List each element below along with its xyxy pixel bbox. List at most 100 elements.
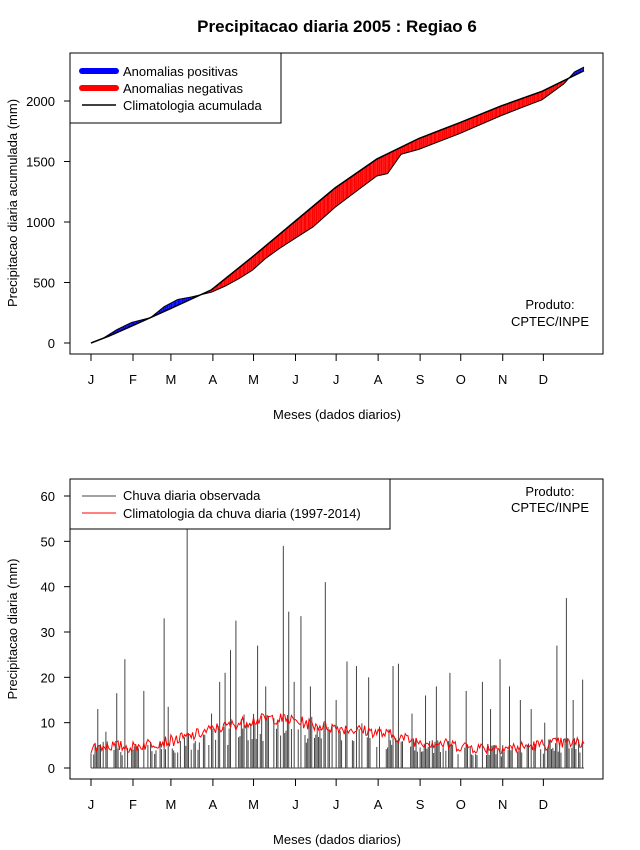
- anomaly-negative-segment: [551, 86, 553, 93]
- bottom-x-tick-label: A: [209, 797, 218, 812]
- bottom-credit-line2: CPTEC/INPE: [511, 500, 589, 515]
- anomaly-negative-segment: [498, 106, 501, 117]
- anomaly-negative-segment: [365, 165, 368, 185]
- anomaly-negative-segment: [514, 100, 517, 111]
- anomaly-negative-segment: [326, 193, 329, 215]
- anomaly-negative-segment: [261, 248, 264, 262]
- anomaly-negative-segment: [393, 150, 395, 166]
- anomaly-positive-segment: [177, 299, 180, 306]
- anomaly-negative-segment: [302, 214, 304, 234]
- bottom-x-tick-label: S: [416, 797, 425, 812]
- anomaly-negative-segment: [342, 181, 345, 202]
- anomaly-negative-segment: [388, 152, 391, 172]
- anomaly-negative-segment: [372, 160, 375, 180]
- anomaly-negative-segment: [338, 184, 341, 205]
- anomaly-negative-segment: [504, 104, 506, 115]
- bottom-x-tick-label: D: [539, 797, 548, 812]
- anomaly-negative-segment: [543, 89, 545, 99]
- top-y-tick-label: 500: [33, 276, 55, 291]
- anomaly-negative-segment: [307, 209, 310, 231]
- anomaly-negative-segment: [295, 219, 297, 239]
- anomaly-negative-segment: [322, 197, 324, 219]
- top-x-axis-label: Meses (dados diarios): [273, 407, 401, 422]
- anomaly-negative-segment: [521, 98, 524, 108]
- anomaly-negative-segment: [520, 98, 522, 109]
- bottom-x-tick-label: J: [292, 797, 299, 812]
- anomaly-negative-segment: [223, 278, 226, 287]
- anomaly-negative-segment: [495, 107, 498, 118]
- anomaly-negative-segment: [494, 108, 496, 119]
- anomaly-negative-segment: [279, 233, 281, 249]
- anomaly-negative-segment: [391, 151, 394, 168]
- top-x-tick-label: J: [292, 372, 299, 387]
- anomaly-negative-segment: [475, 115, 478, 127]
- anomaly-negative-segment: [439, 130, 441, 142]
- anomaly-negative-segment: [508, 102, 510, 113]
- anomaly-negative-segment: [550, 86, 552, 94]
- top-credit-line2: CPTEC/INPE: [511, 314, 589, 329]
- anomaly-negative-segment: [269, 241, 272, 256]
- anomaly-negative-segment: [432, 132, 434, 145]
- anomaly-negative-segment: [303, 212, 305, 233]
- top-x-tick-label: M: [248, 372, 259, 387]
- anomaly-negative-segment: [468, 118, 471, 130]
- anomaly-positive-segment: [176, 299, 178, 306]
- daily-climatology-polyline: [90, 712, 585, 755]
- anomaly-negative-segment: [231, 272, 234, 283]
- top-x-tick-label: M: [165, 372, 176, 387]
- anomaly-negative-segment: [448, 126, 450, 138]
- anomaly-negative-segment: [394, 149, 396, 164]
- bottom-x-tick-label: J: [333, 797, 340, 812]
- anomaly-negative-segment: [334, 187, 337, 208]
- top-x-tick-label: N: [498, 372, 507, 387]
- anomaly-negative-segment: [467, 118, 469, 131]
- anomaly-negative-segment: [422, 136, 425, 148]
- anomaly-negative-segment: [284, 228, 287, 246]
- anomaly-negative-segment: [337, 185, 339, 206]
- anomaly-negative-segment: [500, 105, 502, 117]
- anomaly-negative-segment: [382, 155, 384, 175]
- anomaly-negative-segment: [445, 127, 448, 139]
- bottom-x-axis-label: Meses (dados diarios): [273, 832, 401, 847]
- anomaly-negative-segment: [421, 136, 423, 149]
- anomaly-negative-segment: [356, 172, 358, 192]
- anomaly-negative-segment: [309, 208, 311, 230]
- anomaly-negative-segment: [336, 186, 338, 207]
- anomaly-negative-segment: [351, 175, 353, 196]
- anomaly-negative-segment: [254, 253, 257, 268]
- top-y-tick-label: 2000: [26, 94, 55, 109]
- bottom-y-axis-label: Precipitacao diaria (mm): [5, 559, 20, 700]
- anomaly-negative-segment: [528, 95, 530, 105]
- anomaly-negative-segment: [453, 124, 456, 136]
- anomaly-negative-segment: [317, 201, 319, 224]
- anomaly-negative-segment: [533, 93, 536, 103]
- anomaly-negative-segment: [370, 162, 372, 182]
- anomaly-negative-segment: [405, 144, 407, 154]
- anomaly-negative-segment: [268, 242, 270, 257]
- anomaly-negative-segment: [330, 190, 333, 212]
- anomaly-negative-segment: [435, 131, 437, 144]
- anomaly-negative-segment: [299, 216, 301, 236]
- anomaly-negative-segment: [277, 234, 280, 250]
- anomaly-negative-segment: [430, 133, 433, 145]
- anomaly-negative-segment: [273, 237, 276, 253]
- anomaly-negative-segment: [294, 220, 296, 239]
- anomaly-negative-segment: [248, 259, 250, 273]
- anomaly-negative-segment: [540, 91, 543, 101]
- anomaly-negative-segment: [288, 225, 291, 243]
- anomaly-negative-segment: [489, 110, 491, 121]
- anomaly-negative-segment: [348, 177, 350, 198]
- anomaly-negative-segment: [263, 246, 265, 261]
- figure-title: Precipitacao diaria 2005 : Regiao 6: [197, 17, 477, 36]
- anomaly-negative-segment: [413, 140, 415, 151]
- anomaly-negative-segment: [512, 101, 514, 112]
- anomaly-negative-segment: [272, 238, 274, 254]
- anomaly-negative-segment: [407, 143, 410, 153]
- anomaly-negative-segment: [428, 134, 430, 146]
- anomaly-negative-segment: [555, 84, 557, 90]
- anomaly-negative-segment: [471, 117, 473, 129]
- anomaly-negative-segment: [398, 147, 400, 159]
- anomaly-negative-segment: [437, 130, 440, 143]
